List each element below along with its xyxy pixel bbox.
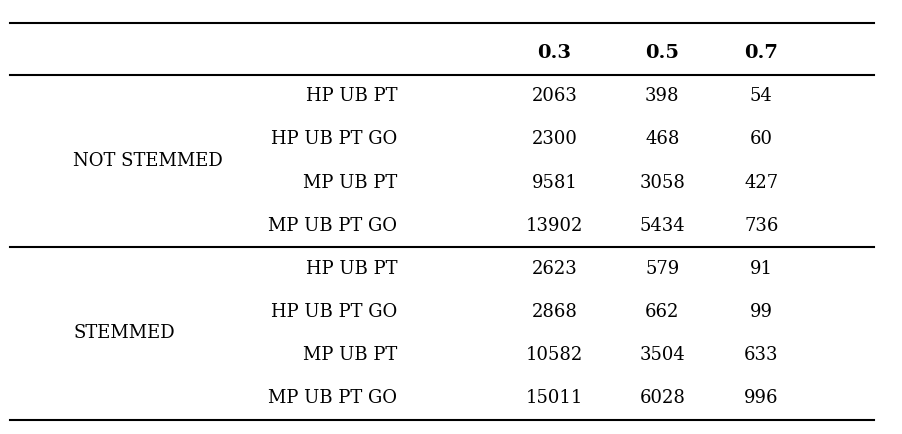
Text: 2063: 2063: [531, 87, 577, 105]
Text: HP UB PT: HP UB PT: [306, 260, 397, 278]
Text: MP UB PT: MP UB PT: [303, 174, 397, 191]
Text: MP UB PT: MP UB PT: [303, 346, 397, 364]
Text: 2300: 2300: [531, 130, 577, 148]
Text: 662: 662: [645, 303, 679, 321]
Text: 99: 99: [750, 303, 773, 321]
Text: 398: 398: [645, 87, 679, 105]
Text: 0.5: 0.5: [645, 44, 679, 62]
Text: 91: 91: [750, 260, 773, 278]
Text: HP UB PT: HP UB PT: [306, 87, 397, 105]
Text: 54: 54: [750, 87, 773, 105]
Text: STEMMED: STEMMED: [73, 325, 175, 342]
Text: 9581: 9581: [531, 174, 577, 191]
Text: 10582: 10582: [526, 346, 583, 364]
Text: NOT STEMMED: NOT STEMMED: [73, 152, 223, 170]
Text: 5434: 5434: [640, 217, 686, 235]
Text: 3504: 3504: [640, 346, 686, 364]
Text: 427: 427: [744, 174, 778, 191]
Text: 736: 736: [744, 217, 778, 235]
Text: MP UB PT GO: MP UB PT GO: [268, 389, 397, 407]
Text: 2868: 2868: [531, 303, 577, 321]
Text: 633: 633: [744, 346, 778, 364]
Text: 468: 468: [645, 130, 679, 148]
Text: 0.7: 0.7: [744, 44, 778, 62]
Text: 579: 579: [645, 260, 679, 278]
Text: 6028: 6028: [640, 389, 686, 407]
Text: 15011: 15011: [526, 389, 583, 407]
Text: 13902: 13902: [526, 217, 583, 235]
Text: MP UB PT GO: MP UB PT GO: [268, 217, 397, 235]
Text: HP UB PT GO: HP UB PT GO: [271, 303, 397, 321]
Text: 2623: 2623: [531, 260, 577, 278]
Text: 0.3: 0.3: [538, 44, 571, 62]
Text: 996: 996: [744, 389, 778, 407]
Text: 60: 60: [750, 130, 773, 148]
Text: HP UB PT GO: HP UB PT GO: [271, 130, 397, 148]
Text: 3058: 3058: [640, 174, 686, 191]
